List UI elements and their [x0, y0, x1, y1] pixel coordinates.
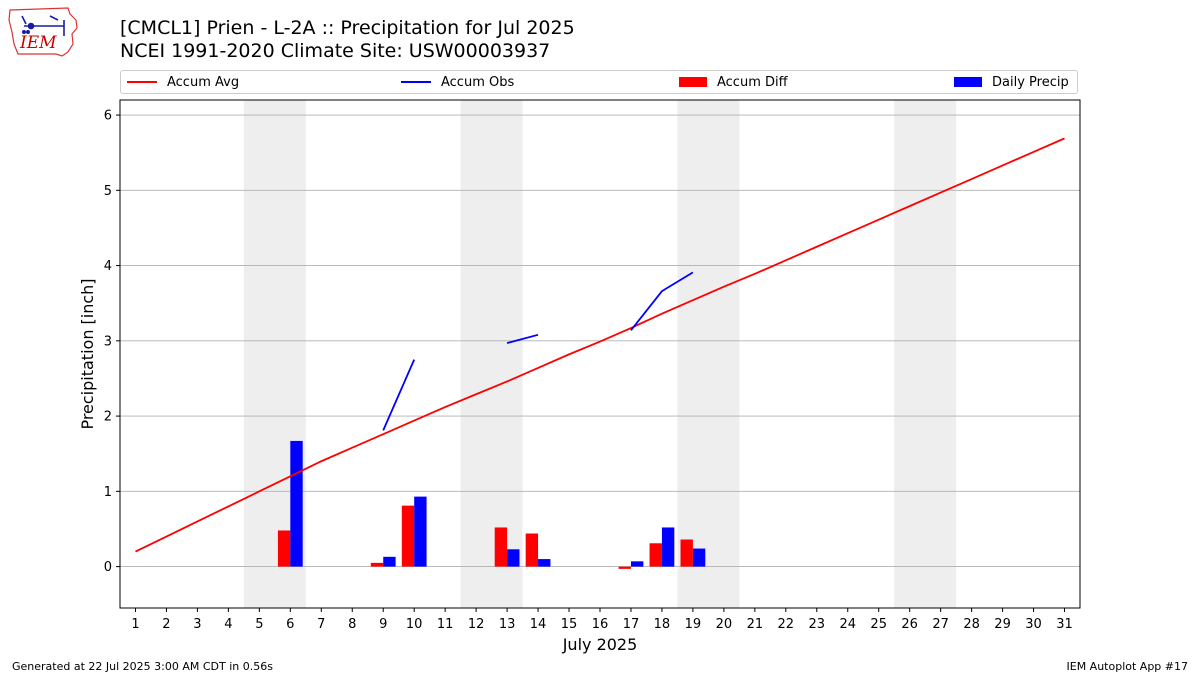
tick-label-x-15: 15 — [561, 617, 578, 632]
legend-label-accum-diff: Accum Diff — [717, 74, 788, 90]
bar-accum-diff-day-6 — [277, 530, 291, 567]
bar-accum-diff-day-13 — [494, 527, 508, 567]
line-accum-avg — [135, 137, 1065, 553]
legend-item-accum-obs: Accum Obs — [401, 71, 514, 93]
tick-label-y-1: 1 — [104, 485, 112, 500]
tick-label-x-7: 7 — [317, 617, 325, 632]
footer-generated-at: Generated at 22 Jul 2025 3:00 AM CDT in … — [12, 660, 273, 673]
y-gridlines — [120, 114, 1080, 568]
tick-label-x-16: 16 — [592, 617, 609, 632]
bar-daily-precip-day-10 — [414, 496, 427, 567]
legend-label-accum-avg: Accum Avg — [167, 74, 240, 90]
y-axis-ticks: 0 1 2 3 4 5 6 — [104, 109, 120, 575]
tick-label-x-12: 12 — [468, 617, 485, 632]
x-axis-label: July 2025 — [562, 635, 638, 654]
bar-daily-precip-day-14 — [538, 559, 551, 567]
tick-label-y-5: 5 — [104, 184, 112, 199]
bar-daily-precip-day-6 — [290, 440, 303, 567]
tick-label-x-30: 30 — [1025, 617, 1042, 632]
bars — [277, 440, 706, 569]
tick-label-x-28: 28 — [963, 617, 980, 632]
tick-label-x-29: 29 — [994, 617, 1011, 632]
tick-label-x-14: 14 — [530, 617, 547, 632]
legend-swatch-accum-obs — [401, 81, 431, 83]
weekend-band-0 — [243, 100, 306, 608]
tick-label-y-4: 4 — [104, 259, 112, 274]
bar-accum-diff-day-14 — [525, 533, 539, 567]
footer-app-id: IEM Autoplot App #17 — [1066, 660, 1189, 673]
x-axis-ticks: 1 2 3 4 5 6 7 8 9 10 11 12 13 14 15 16 17 18 19 20 21 22 23 24 2… — [131, 608, 1073, 632]
line-accum-obs-segment-0 — [382, 359, 416, 431]
tick-label-y-3: 3 — [104, 334, 112, 349]
legend-swatch-accum-avg — [127, 81, 157, 83]
chart-subtitle: NCEI 1991-2020 Climate Site: USW00003937 — [120, 40, 551, 62]
tick-label-x-1: 1 — [131, 617, 139, 632]
legend: Accum Avg Accum Obs Accum Diff Daily Pre… — [120, 70, 1078, 94]
tick-label-x-9: 9 — [379, 617, 387, 632]
legend-swatch-accum-diff — [679, 77, 707, 87]
chart-title: [CMCL1] Prien - L-2A :: Precipitation fo… — [120, 17, 575, 39]
weekend-band-2 — [677, 100, 740, 608]
tick-label-x-23: 23 — [809, 617, 826, 632]
bar-accum-diff-day-18 — [649, 543, 662, 567]
tick-label-y-0: 0 — [104, 560, 112, 575]
plot-frame — [119, 99, 1081, 609]
tick-label-x-13: 13 — [499, 617, 516, 632]
bar-daily-precip-day-9 — [383, 556, 396, 567]
iowa-outline-icon — [8, 7, 78, 57]
tick-label-y-2: 2 — [104, 410, 112, 425]
weather-station-icon — [21, 15, 65, 36]
tick-label-x-4: 4 — [224, 617, 232, 632]
tick-label-x-25: 25 — [870, 617, 887, 632]
weekend-shading — [243, 100, 957, 608]
iem-logo: IEM — [8, 7, 78, 57]
tick-label-x-24: 24 — [839, 617, 856, 632]
tick-label-x-21: 21 — [747, 617, 764, 632]
tick-label-x-10: 10 — [406, 617, 423, 632]
bar-daily-precip-day-17 — [630, 561, 644, 567]
bar-accum-diff-day-9 — [370, 562, 384, 567]
tick-label-x-18: 18 — [654, 617, 671, 632]
legend-item-accum-avg: Accum Avg — [127, 71, 239, 93]
legend-swatch-daily-precip — [954, 77, 982, 87]
tick-label-x-20: 20 — [716, 617, 733, 632]
legend-item-accum-diff: Accum Diff — [679, 71, 788, 93]
y-axis-label: Precipitation [inch] — [78, 278, 97, 429]
bar-daily-precip-day-19 — [692, 548, 706, 567]
tick-label-x-17: 17 — [623, 617, 640, 632]
weekend-band-1 — [460, 100, 523, 608]
legend-label-accum-obs: Accum Obs — [441, 74, 515, 90]
bar-daily-precip-day-13 — [507, 549, 520, 567]
tick-label-x-26: 26 — [901, 617, 918, 632]
tick-label-x-5: 5 — [255, 617, 263, 632]
bar-daily-precip-day-18 — [661, 527, 675, 567]
legend-label-daily-precip: Daily Precip — [992, 74, 1069, 90]
bar-accum-diff-day-10 — [401, 505, 415, 567]
tick-label-x-6: 6 — [286, 617, 294, 632]
tick-label-y-6: 6 — [104, 109, 112, 124]
tick-label-x-19: 19 — [685, 617, 702, 632]
tick-label-x-22: 22 — [778, 617, 795, 632]
tick-label-x-31: 31 — [1056, 617, 1073, 632]
tick-label-x-11: 11 — [437, 617, 454, 632]
tick-label-x-2: 2 — [162, 617, 170, 632]
tick-label-x-8: 8 — [348, 617, 356, 632]
legend-item-daily-precip: Daily Precip — [954, 71, 1069, 93]
line-accum-obs-segment-2 — [630, 271, 694, 331]
logo-text: IEM — [19, 33, 57, 53]
weekend-band-3 — [894, 100, 957, 608]
bar-accum-diff-day-17 — [618, 566, 631, 569]
bar-accum-diff-day-19 — [680, 539, 693, 567]
line-accum-obs-segment-1 — [506, 333, 539, 344]
tick-label-x-27: 27 — [932, 617, 949, 632]
lines — [135, 137, 1065, 553]
tick-label-x-3: 3 — [193, 617, 201, 632]
